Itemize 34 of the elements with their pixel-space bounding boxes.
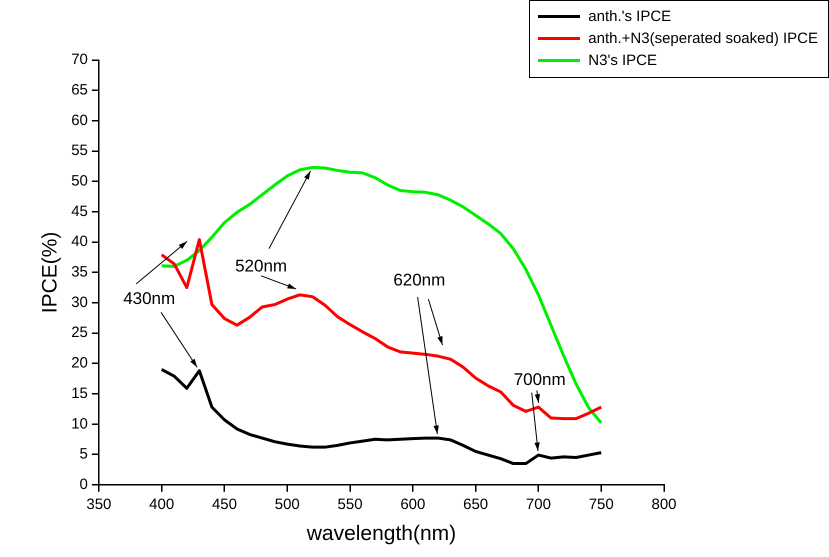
x-tick-label: 750: [588, 496, 614, 513]
y-tick-label: 30: [71, 294, 88, 311]
y-tick-label: 50: [71, 172, 88, 190]
legend-label: anth.'s IPCE: [588, 8, 672, 24]
y-tick-label: 5: [80, 446, 88, 463]
x-axis-title: wavelength(nm): [306, 522, 456, 546]
x-tick-label: 500: [274, 496, 300, 513]
x-tick-label: 800: [651, 496, 677, 513]
y-axis-title: IPCE(%): [38, 232, 62, 314]
y-tick-label: 35: [71, 264, 88, 281]
y-tick-label: 15: [71, 384, 88, 402]
x-tick-label: 700: [526, 496, 551, 513]
annotation: 430nm: [123, 288, 176, 308]
y-tick-label: 10: [71, 415, 88, 432]
y-tick-label: 45: [71, 202, 88, 220]
legend-label: anth.+N3(seperated soaked) IPCE: [588, 30, 818, 46]
y-tick-label: 65: [71, 81, 88, 98]
legend-label: N3's IPCE: [588, 52, 657, 68]
y-tick-label: 25: [71, 324, 88, 342]
x-tick-label: 600: [400, 496, 426, 513]
y-tick-label: 70: [71, 51, 88, 68]
y-tick-label: 60: [71, 112, 88, 129]
x-tick-label: 550: [338, 496, 363, 513]
annotation: 620nm: [393, 270, 446, 290]
x-tick-label: 650: [463, 496, 488, 513]
annotation: 520nm: [235, 256, 288, 276]
y-tick-label: 40: [71, 233, 88, 250]
y-tick-label: 20: [71, 354, 88, 372]
y-tick-label: 0: [80, 476, 88, 493]
x-tick-label: 400: [149, 496, 174, 513]
x-tick-label: 350: [86, 496, 112, 513]
y-tick-label: 55: [71, 142, 88, 160]
x-tick-label: 450: [212, 496, 237, 513]
annotation: 700nm: [514, 370, 566, 389]
